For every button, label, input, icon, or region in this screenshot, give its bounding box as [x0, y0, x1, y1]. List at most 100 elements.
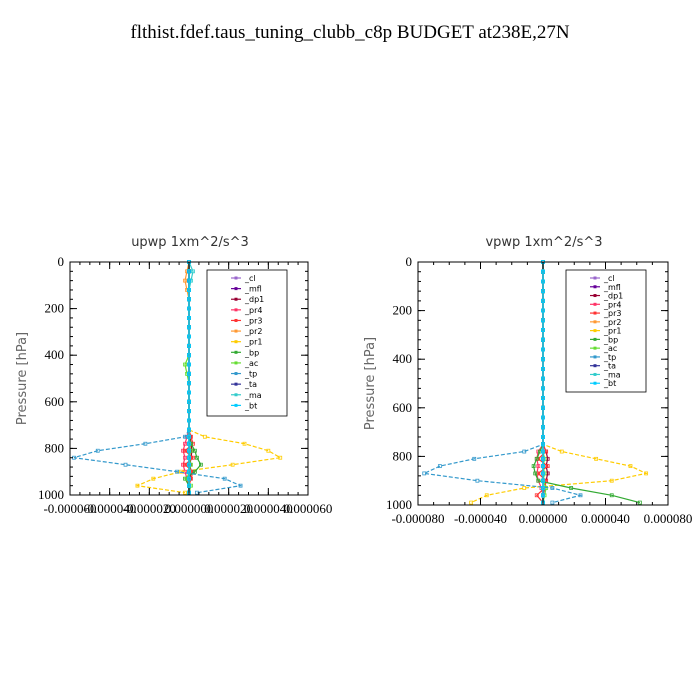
data-point: [644, 471, 649, 476]
data-point: [550, 500, 555, 505]
data-point: [143, 441, 148, 446]
y-tick-label: 800: [393, 448, 413, 463]
legend-marker: [593, 355, 597, 359]
legend-marker: [234, 393, 238, 397]
data-point: [534, 493, 539, 498]
legend-entry: _mfl: [244, 285, 262, 294]
data-point: [179, 469, 183, 474]
legend-entry: _ma: [244, 391, 262, 400]
y-tick-label: 800: [45, 440, 65, 455]
page-title: flthist.fdef.taus_tuning_clubb_c8p BUDGE…: [130, 22, 570, 43]
legend-entry: _tp: [244, 370, 257, 379]
data-point: [195, 455, 199, 460]
data-point: [541, 308, 545, 313]
legend-entry: _mfl: [603, 283, 621, 292]
y-tick-label: 1000: [38, 487, 64, 502]
x-tick-label: -0.000060: [43, 501, 96, 516]
data-point: [541, 486, 545, 490]
y-tick-label: 1000: [386, 497, 412, 512]
data-point: [541, 449, 545, 454]
panel-title: vpwp 1xm^2/s^3: [485, 235, 602, 250]
data-point: [559, 449, 564, 454]
data-point: [187, 334, 191, 339]
vpwp-panel: vpwp 1xm^2/s^3 Pressure [hPa] 0 200 400 600 80…: [363, 235, 692, 526]
data-point: [187, 462, 191, 467]
data-point: [594, 456, 599, 461]
legend-entry: _bp: [603, 335, 618, 344]
legend-marker: [234, 287, 238, 291]
data-point: [183, 278, 187, 283]
x-tick-label: -0.000040: [454, 511, 507, 526]
legend-marker: [593, 320, 597, 324]
legend-marker: [593, 276, 597, 280]
y-tick-label: 600: [393, 400, 413, 415]
x-tick-label: 0.000020: [204, 501, 253, 516]
legend-marker: [234, 382, 238, 386]
legend-box: [206, 269, 288, 417]
legend-marker: [234, 329, 238, 333]
data-point: [541, 415, 545, 420]
y-tick-label: 400: [393, 351, 413, 366]
data-point: [187, 325, 191, 330]
legend-marker: [593, 364, 597, 368]
data-point: [187, 306, 191, 311]
data-point: [541, 386, 545, 391]
data-point: [191, 455, 195, 460]
legend-marker: [234, 297, 238, 301]
legend-entry: _pr3: [603, 309, 621, 318]
data-point: [541, 435, 545, 439]
data-point: [541, 478, 545, 483]
data-point: [187, 390, 191, 395]
data-point: [536, 478, 541, 483]
y-axis-label: Pressure [hPa]: [363, 337, 378, 430]
y-tick-label: 600: [45, 394, 65, 409]
x-tick-label: 0.000040: [581, 511, 630, 526]
data-point: [541, 425, 545, 430]
data-point: [198, 462, 203, 467]
data-point: [187, 343, 191, 348]
data-point: [609, 493, 614, 498]
legend-marker: [593, 381, 597, 385]
y-tick-label: 0: [406, 254, 413, 269]
legend-marker: [234, 276, 238, 280]
data-point: [541, 405, 545, 410]
legend: _cl_mfl_dp1_pr4_pr3_pr2_pr1_bp_ac_tp_ta_…: [565, 269, 647, 393]
y-axis-label: Pressure [hPa]: [15, 332, 30, 425]
legend: _cl_mfl_dp1_pr4_pr3_pr2_pr1_bp_ac_tp_ta_…: [206, 269, 288, 417]
data-point: [533, 471, 538, 476]
legend-box: [565, 269, 647, 393]
data-point: [187, 399, 191, 404]
data-point: [609, 478, 614, 483]
legend-entry: _cl: [244, 274, 256, 283]
data-point: [183, 462, 187, 467]
legend-marker: [593, 294, 597, 298]
data-point: [187, 455, 191, 460]
data-point: [183, 362, 187, 367]
data-point: [183, 490, 187, 495]
data-point: [187, 371, 191, 376]
legend-marker: [234, 372, 238, 376]
data-point: [545, 464, 550, 469]
data-point: [187, 476, 191, 481]
legend-entry: _pr1: [603, 327, 621, 336]
legend-entry: _pr4: [603, 300, 621, 309]
data-point: [187, 381, 191, 386]
data-point: [437, 464, 442, 469]
data-point: [628, 464, 633, 469]
data-point: [541, 442, 545, 447]
x-tick-label: 0.000040: [244, 501, 293, 516]
y-tick-label: 200: [393, 303, 413, 318]
data-point: [541, 328, 545, 332]
data-point: [187, 441, 191, 446]
data-point: [230, 462, 235, 467]
data-point: [541, 357, 545, 362]
legend-entry: _pr2: [244, 327, 262, 336]
legend-marker: [234, 318, 238, 322]
legend-entry: _bt: [603, 379, 616, 388]
y-tick-label: 400: [45, 347, 65, 362]
legend-marker: [234, 350, 238, 354]
legend-entry: _cl: [603, 274, 615, 283]
legend-marker: [593, 285, 597, 289]
x-tick-label: -0.000040: [83, 501, 136, 516]
